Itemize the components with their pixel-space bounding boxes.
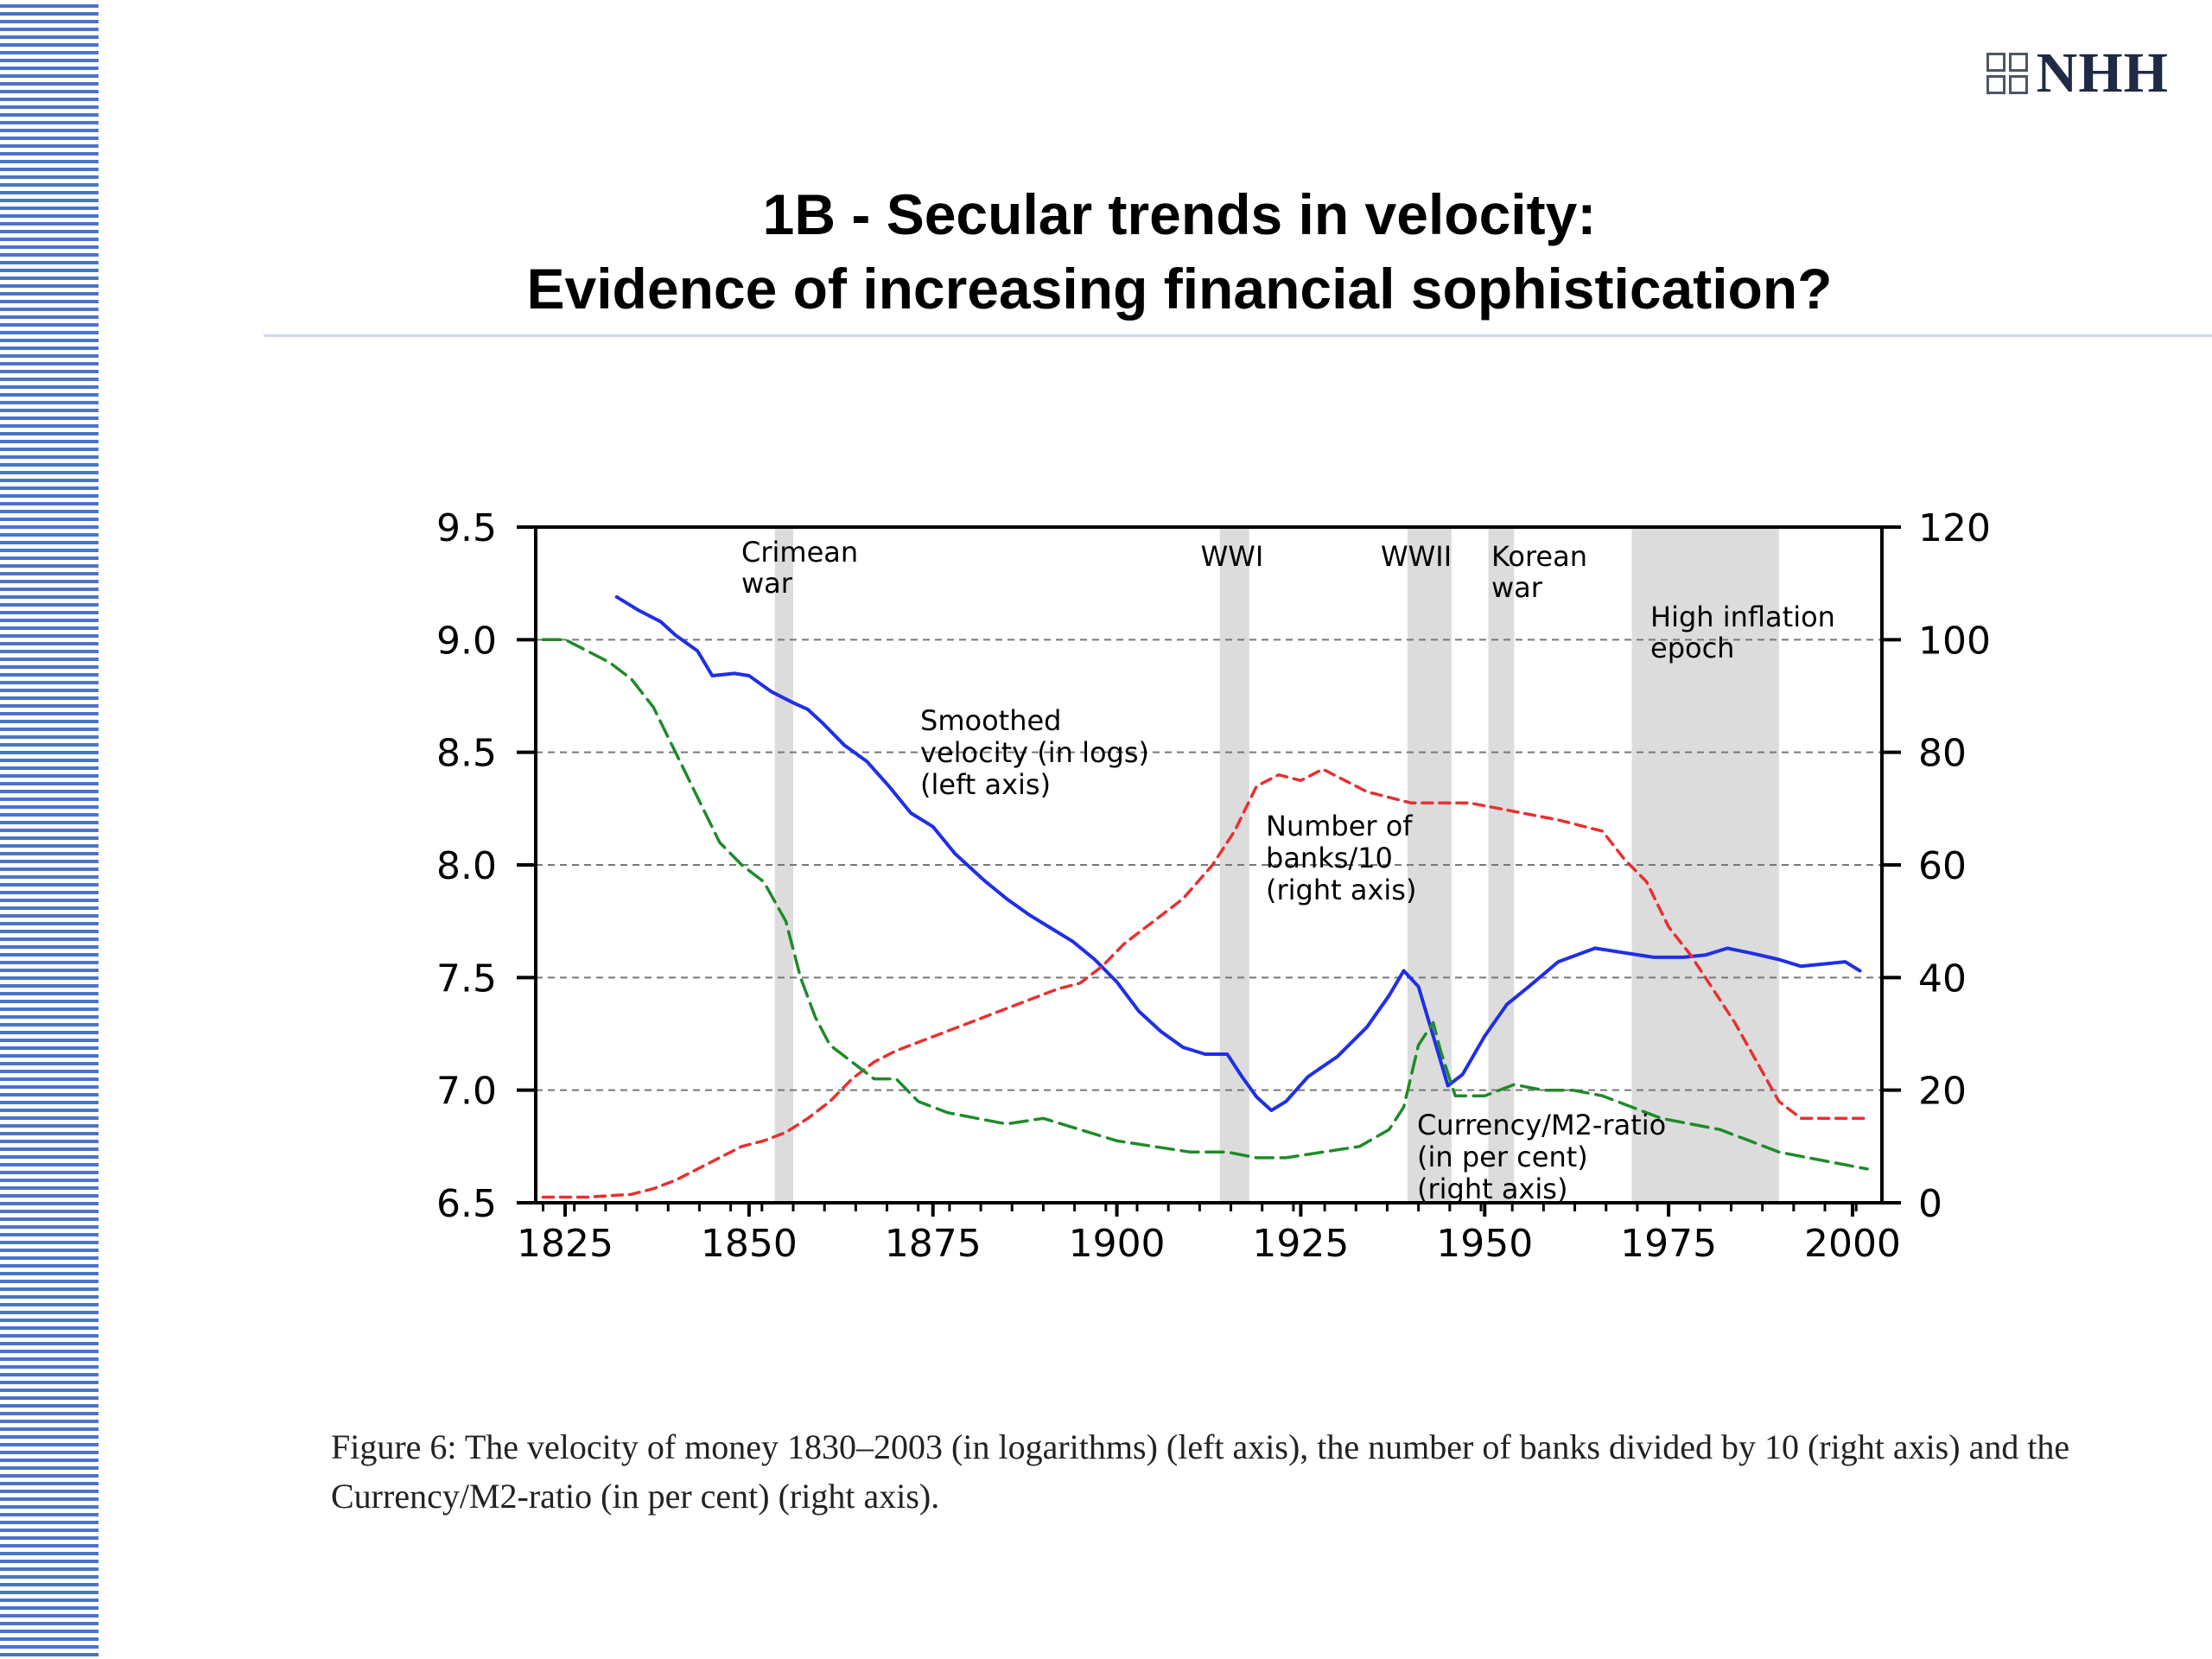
left-axis-tick-label: 8.0 [436, 844, 497, 888]
left-axis-tick-label: 9.0 [436, 619, 497, 663]
figure-caption: Figure 6: The velocity of money 1830–200… [331, 1427, 2070, 1516]
x-axis-tick-label: 1925 [1252, 1222, 1349, 1266]
currency-ratio-label: (in per cent) [1417, 1141, 1588, 1173]
left-axis-tick-label: 6.5 [436, 1182, 497, 1226]
left-axis-tick-label: 7.5 [436, 957, 497, 1001]
velocity-label: (left axis) [920, 768, 1051, 801]
velocity-label: Smoothed [920, 704, 1061, 737]
title-line-2: Evidence of increasing financial sophist… [526, 257, 1833, 321]
shade-label-3: war [1491, 571, 1543, 604]
decorative-stripe-bar [0, 0, 99, 1659]
banks-label: (right axis) [1266, 874, 1416, 906]
banks-label: Number of [1266, 810, 1413, 842]
shaded-period-1 [1219, 527, 1249, 1203]
right-axis-tick-label: 60 [1918, 844, 1967, 888]
left-axis-tick-label: 7.0 [436, 1070, 497, 1114]
x-axis-tick-label: 1975 [1620, 1222, 1717, 1266]
shaded-period-4 [1631, 527, 1779, 1203]
shade-label-3: Korean [1491, 540, 1587, 573]
velocity-label: velocity (in logs) [920, 736, 1149, 769]
logo-grid-icon [1986, 53, 2028, 94]
right-axis-tick-label: 40 [1918, 957, 1967, 1001]
right-axis-tick-label: 100 [1918, 619, 1991, 663]
x-axis-tick-label: 1900 [1069, 1222, 1166, 1266]
x-axis-tick-label: 1950 [1436, 1222, 1533, 1266]
shade-label-0: Crimean [741, 536, 858, 569]
title-divider [264, 334, 2212, 337]
left-axis-tick-label: 9.5 [436, 506, 497, 550]
shade-label-1: WWI [1201, 540, 1264, 573]
x-axis-tick-label: 1825 [517, 1222, 613, 1266]
currency-ratio-label: Currency/M2-ratio [1417, 1109, 1666, 1141]
left-axis-tick-label: 8.5 [436, 732, 497, 776]
shade-label-4: High inflation [1650, 601, 1835, 633]
currency-ratio-line [541, 638, 1869, 1171]
title-line-1: 1B - Secular trends in velocity: [762, 182, 1597, 246]
right-axis-tick-label: 80 [1918, 732, 1967, 776]
nhh-logo: NHH [1986, 41, 2169, 105]
velocity-line [614, 594, 1862, 1113]
shade-label-4: epoch [1650, 632, 1734, 664]
banks-label: banks/10 [1266, 842, 1393, 874]
slide-title: 1B - Secular trends in velocity: Evidenc… [259, 177, 2100, 326]
currency-ratio-label: (right axis) [1417, 1173, 1567, 1205]
x-axis-tick-label: 2000 [1804, 1222, 1901, 1266]
logo-text: NHH [2036, 41, 2169, 105]
right-axis-tick-label: 120 [1918, 506, 1991, 550]
x-axis-tick-label: 1875 [885, 1222, 982, 1266]
right-axis-tick-label: 0 [1918, 1182, 1942, 1226]
right-axis-tick-label: 20 [1918, 1070, 1967, 1114]
banks-line [541, 767, 1869, 1199]
x-axis-tick-label: 1850 [701, 1222, 798, 1266]
shade-label-2: WWII [1381, 540, 1452, 573]
shade-label-0: war [741, 567, 793, 600]
